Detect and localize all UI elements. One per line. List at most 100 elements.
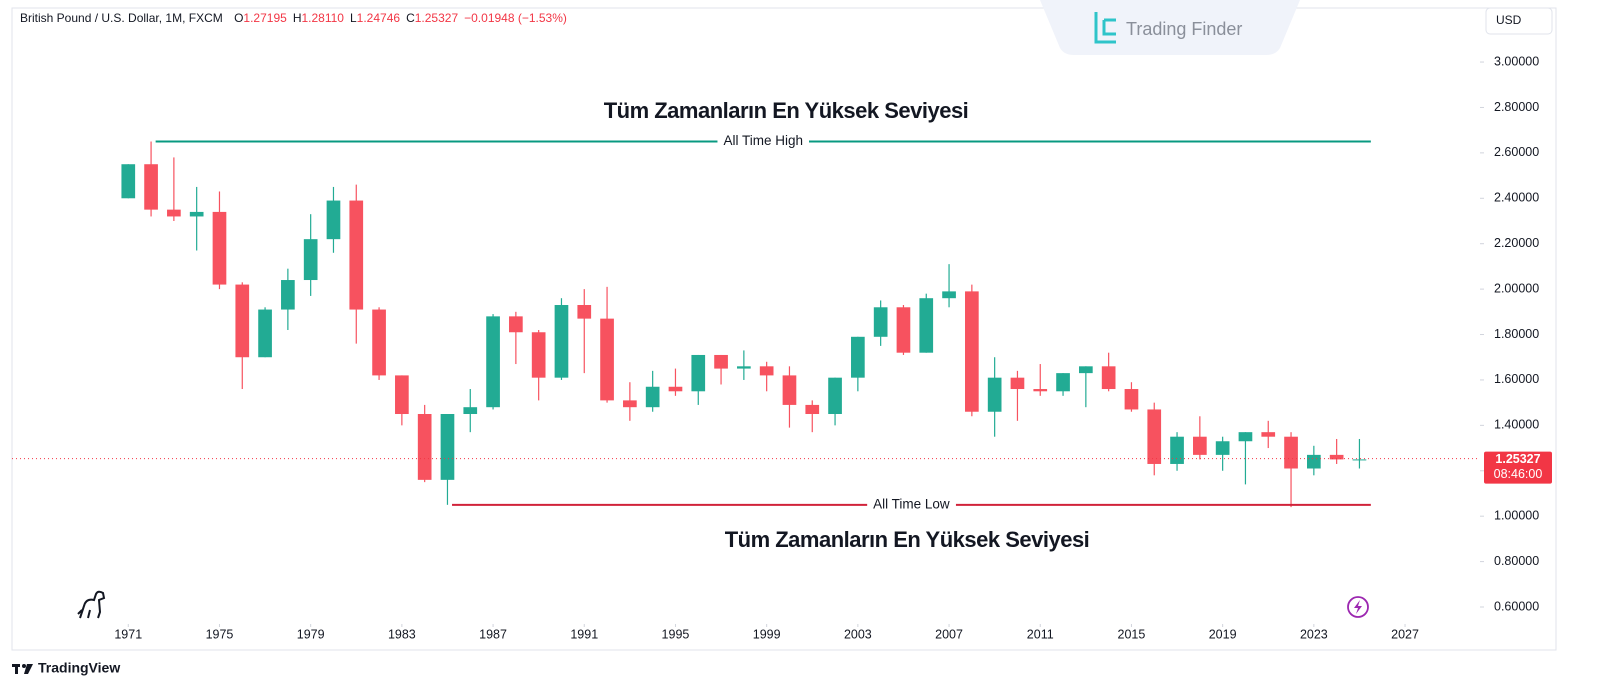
candle-body: [805, 404, 820, 415]
candle-body: [121, 164, 136, 199]
x-tick-label: 2011: [1027, 627, 1054, 641]
last-price-label: 1.25327: [1495, 452, 1540, 466]
y-tick-label: 0.80000: [1494, 554, 1539, 568]
ohlc-label: O: [234, 11, 243, 25]
candle-body: [645, 386, 660, 408]
x-tick-label: 2023: [1300, 627, 1328, 641]
candle-body: [1215, 441, 1230, 455]
candle-body: [737, 366, 751, 369]
x-tick-label: 2015: [1118, 627, 1146, 641]
candle-body: [1329, 454, 1344, 460]
ohlc-value: 1.28110: [301, 11, 344, 25]
annotation-heading: Tüm Zamanların En Yüksek Seviyesi: [725, 527, 1090, 552]
candle-body: [1193, 436, 1207, 455]
candle-body: [987, 377, 1002, 412]
watermark-logo: [1094, 12, 1116, 44]
candle-body: [782, 375, 797, 405]
y-tick-label: 1.40000: [1494, 418, 1539, 432]
y-tick-label: 1.60000: [1494, 372, 1539, 386]
dino-icon: [77, 590, 106, 619]
x-tick-label: 2027: [1391, 627, 1419, 641]
ohlc-value: 1.24746: [357, 11, 401, 25]
y-tick-label: 2.40000: [1494, 191, 1539, 205]
candle-body: [851, 336, 865, 378]
candle-body: [167, 209, 181, 217]
candle-body: [281, 280, 295, 310]
x-tick-label: 1971: [114, 627, 142, 641]
candle-body: [417, 414, 432, 480]
level-label: All Time Low: [873, 496, 950, 511]
candle-body: [1261, 432, 1276, 437]
candle-body: [189, 211, 204, 217]
candle-body: [1124, 389, 1139, 410]
y-tick-label: 2.80000: [1494, 100, 1539, 114]
ohlc-value: 1.27195: [243, 11, 287, 25]
x-tick-label: 1999: [753, 627, 781, 641]
candle-body: [1101, 366, 1116, 390]
x-tick-label: 1991: [570, 627, 598, 641]
candle-body: [1307, 454, 1321, 469]
candle-body: [1238, 432, 1253, 442]
candle-body: [395, 375, 409, 415]
candle-body: [577, 305, 592, 319]
candle-body: [759, 366, 774, 376]
candle-body: [509, 316, 523, 333]
x-tick-label: 1987: [479, 627, 507, 641]
candle-body: [623, 400, 637, 408]
level-label: All Time High: [723, 133, 803, 148]
x-tick-label: 2007: [935, 627, 963, 641]
candle-body: [691, 354, 706, 392]
candle-body: [965, 291, 979, 412]
last-price-box: [1484, 451, 1552, 484]
x-tick-label: 2003: [844, 627, 872, 641]
candle-body: [486, 316, 500, 408]
countdown: 08:46:00: [1494, 467, 1543, 481]
candle-body: [440, 414, 455, 480]
candle-body: [1033, 389, 1048, 392]
y-tick-label: 2.60000: [1494, 145, 1539, 159]
x-tick-label: 2019: [1209, 627, 1237, 641]
candle-body: [1079, 366, 1093, 374]
y-tick-label: 0.60000: [1494, 599, 1539, 613]
candle-body: [463, 407, 478, 415]
x-tick-label: 1995: [662, 627, 690, 641]
currency-button[interactable]: [1485, 7, 1553, 35]
candle-body: [212, 211, 227, 285]
candle-body: [1352, 459, 1367, 461]
candle-body: [554, 305, 569, 378]
candle-body: [896, 307, 911, 353]
ohlc-label: H: [293, 11, 302, 25]
tradingview-logo: [12, 664, 33, 674]
candle-body: [828, 377, 842, 415]
symbol-header: British Pound / U.S. Dollar, 1M, FXCM O1…: [20, 11, 567, 25]
candle-body: [1010, 377, 1025, 390]
candle-body: [873, 307, 888, 337]
lightning-icon[interactable]: [1347, 596, 1369, 618]
candle-body: [303, 239, 318, 281]
y-tick-label: 1.80000: [1494, 327, 1539, 341]
level-label-bg: [717, 133, 810, 149]
candle-body: [326, 200, 341, 240]
candle-body: [349, 200, 364, 310]
x-tick-label: 1983: [388, 627, 416, 641]
symbol: British Pound / U.S. Dollar, 1M, FXCM: [20, 11, 223, 25]
candle-body: [1056, 373, 1070, 392]
watermark-text: Trading Finder: [1126, 19, 1242, 39]
x-tick-label: 1979: [297, 627, 325, 641]
y-tick-label: 2.20000: [1494, 236, 1539, 250]
ohlc-label: C: [406, 11, 415, 25]
currency-label[interactable]: USD: [1496, 13, 1522, 27]
x-tick-label: 1975: [206, 627, 234, 641]
candle-body: [668, 386, 683, 392]
ohlc-label: L: [350, 11, 357, 25]
candle-body: [714, 354, 728, 369]
candle-body: [1284, 436, 1298, 469]
candle-body: [235, 284, 250, 358]
annotation-heading: Tüm Zamanların En Yüksek Seviyesi: [604, 98, 969, 123]
change: −0.01948 (−1.53%): [464, 11, 567, 25]
candle-body: [258, 309, 272, 358]
y-tick-label: 2.00000: [1494, 281, 1539, 295]
level-label-bg: [867, 496, 956, 512]
